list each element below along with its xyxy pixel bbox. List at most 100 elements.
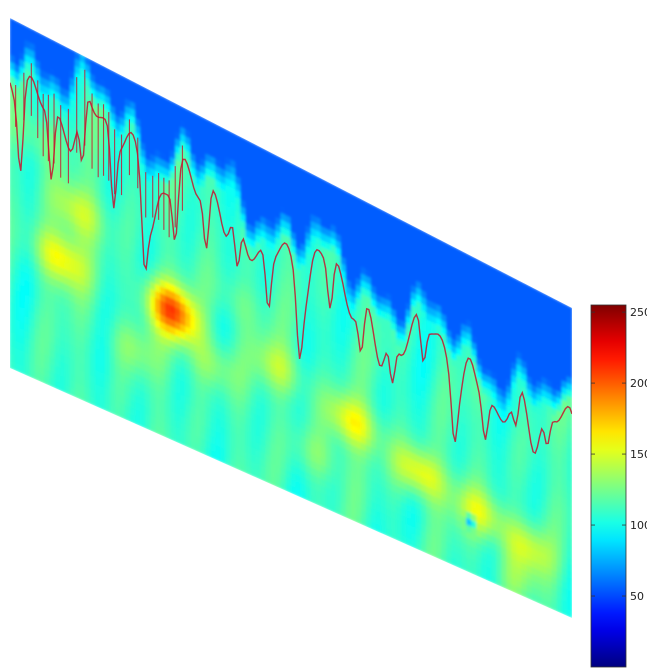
- heatmap-cell: [160, 406, 166, 417]
- heatmap-cell: [84, 264, 91, 276]
- heatmap-cell: [19, 277, 26, 288]
- heatmap-cell: [180, 387, 187, 398]
- heatmap-cell: [104, 367, 111, 378]
- heatmap-cell: [89, 367, 96, 378]
- heatmap-cell: [109, 383, 116, 394]
- heatmap-cell: [160, 349, 166, 360]
- heatmap-cell: [190, 405, 197, 416]
- heatmap-cell: [54, 228, 61, 240]
- heatmap-cell: [104, 388, 111, 399]
- heatmap-cell: [89, 302, 96, 314]
- heatmap-cell: [94, 391, 101, 402]
- heatmap-cell: [104, 345, 111, 356]
- heatmap-cell: [10, 221, 16, 233]
- heatmap-cell: [114, 378, 121, 389]
- heatmap-cell: [49, 349, 56, 360]
- heatmap-cell: [79, 384, 86, 395]
- heatmap-cell: [160, 413, 166, 424]
- heatmap-cell: [69, 343, 76, 355]
- heatmap-cell: [39, 214, 46, 225]
- heatmap-cell: [109, 347, 116, 359]
- heatmap-cell: [24, 287, 31, 298]
- heatmap-cell: [99, 371, 106, 383]
- heatmap-cell: [79, 262, 86, 273]
- heatmap-cell: [10, 301, 16, 313]
- heatmap-cell: [180, 359, 187, 370]
- heatmap-cell: [69, 315, 76, 326]
- heatmap-cell: [54, 344, 61, 355]
- heatmap-cell: [14, 304, 21, 315]
- heatmap-cell: [200, 424, 207, 435]
- heatmap-cell: [29, 245, 36, 257]
- heatmap-cell: [84, 350, 91, 362]
- heatmap-cell: [14, 180, 21, 191]
- heatmap-cell: [64, 240, 71, 252]
- heatmap-cell: [79, 247, 86, 259]
- heatmap-cell: [44, 231, 51, 242]
- heatmap-cell: [49, 327, 56, 338]
- heatmap-cell: [89, 345, 96, 357]
- heatmap-cell: [74, 267, 81, 278]
- heatmap-cell: [39, 265, 46, 276]
- heatmap-cell: [10, 265, 16, 276]
- heatmap-cell: [140, 319, 146, 330]
- heatmap-cell: [39, 207, 46, 218]
- heatmap-cell: [19, 321, 26, 332]
- heatmap-cell: [34, 320, 41, 332]
- heatmap-cell: [69, 228, 76, 240]
- heatmap-cell: [64, 377, 71, 388]
- heatmap-cell: [125, 369, 131, 380]
- heatmap-cell: [39, 301, 46, 312]
- heatmap-cell: [170, 354, 176, 365]
- heatmap-cell: [79, 326, 86, 338]
- heatmap-cell: [145, 314, 151, 325]
- heatmap-cell: [34, 335, 41, 346]
- heatmap-cell: [44, 238, 51, 249]
- heatmap-cell: [160, 427, 166, 438]
- heatmap-cell: [44, 223, 51, 235]
- heatmap-cell: [190, 377, 197, 388]
- heatmap-cell: [39, 250, 46, 261]
- heatmap-cell: [150, 366, 156, 377]
- heatmap-cell: [10, 163, 16, 174]
- heatmap-cell: [19, 219, 26, 230]
- heatmap-cell: [64, 233, 71, 244]
- heatmap-cell: [180, 401, 187, 412]
- heatmap-cell: [119, 395, 126, 406]
- heatmap-cell: [39, 236, 46, 247]
- heatmap-cell: [24, 323, 31, 334]
- heatmap-cell: [14, 333, 21, 344]
- heatmap-cell: [29, 209, 36, 220]
- heatmap-cell: [94, 298, 101, 309]
- heatmap-cell: [104, 395, 111, 406]
- heatmap-cell: [170, 410, 176, 421]
- heatmap-cell: [19, 328, 26, 339]
- heatmap-cell: [155, 375, 161, 386]
- heatmap-cell: [79, 255, 86, 266]
- heatmap-cell: [44, 245, 51, 257]
- heatmap-cell: [54, 308, 61, 319]
- heatmap-cell: [165, 373, 171, 384]
- heatmap-cell: [64, 312, 71, 324]
- heatmap-cell: [99, 350, 106, 361]
- heatmap-cell: [160, 420, 166, 431]
- heatmap-cell: [195, 443, 202, 454]
- heatmap-cell: [135, 352, 141, 363]
- heatmap-cell: [99, 329, 106, 340]
- heatmap-cell: [10, 192, 16, 204]
- heatmap-cell: [145, 364, 151, 375]
- heatmap-cell: [84, 365, 91, 376]
- heatmap-cell: [180, 429, 187, 440]
- heatmap-cell: [99, 379, 106, 390]
- heatmap-cell: [165, 401, 171, 412]
- heatmap-cell: [39, 272, 46, 283]
- heatmap-cell: [39, 221, 46, 232]
- heatmap-cell: [200, 445, 207, 456]
- heatmap-cell: [114, 335, 121, 347]
- heatmap-cell: [130, 406, 136, 418]
- heatmap-cell: [49, 276, 56, 288]
- heatmap-cell: [59, 238, 66, 249]
- heatmap-cell: [135, 302, 141, 313]
- heatmap-cell: [64, 284, 71, 295]
